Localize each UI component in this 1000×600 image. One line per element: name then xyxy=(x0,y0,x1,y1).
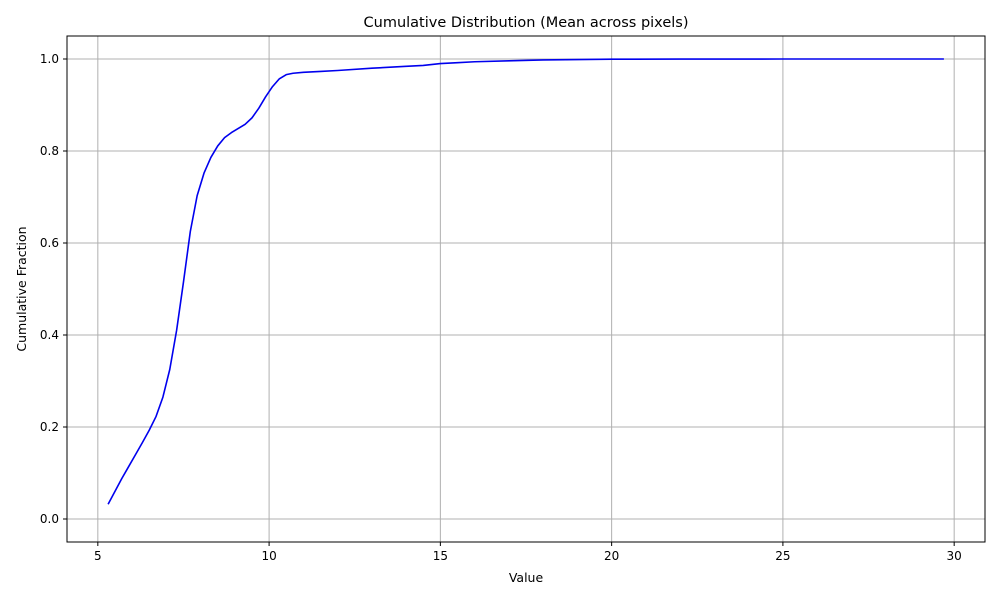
x-tick-label: 5 xyxy=(94,549,102,563)
x-tick-label: 15 xyxy=(433,549,448,563)
y-tick-label: 1.0 xyxy=(40,52,59,66)
x-tick-label: 30 xyxy=(947,549,962,563)
y-tick-label: 0.4 xyxy=(40,328,59,342)
y-tick-label: 0.8 xyxy=(40,144,59,158)
data-line-layer xyxy=(107,58,944,505)
axis-ticks: 5 10 15 20 25 30 0.0 0.2 0.4 0.6 0.8 1.0 xyxy=(40,52,962,563)
x-tick-label: 25 xyxy=(775,549,790,563)
x-tick-label: 10 xyxy=(261,549,276,563)
plot-frame xyxy=(66,35,986,543)
y-tick-label: 0.2 xyxy=(40,420,59,434)
x-tick-label: 20 xyxy=(604,549,619,563)
chart-title: Cumulative Distribution (Mean across pix… xyxy=(364,15,689,31)
grid-lines xyxy=(67,36,985,542)
y-axis-label: Cumulative Fraction xyxy=(14,226,29,351)
x-axis-label: Value xyxy=(509,570,544,585)
cdf-series-line xyxy=(107,58,944,505)
y-tick-label: 0.6 xyxy=(40,236,59,250)
y-tick-label: 0.0 xyxy=(40,512,59,526)
